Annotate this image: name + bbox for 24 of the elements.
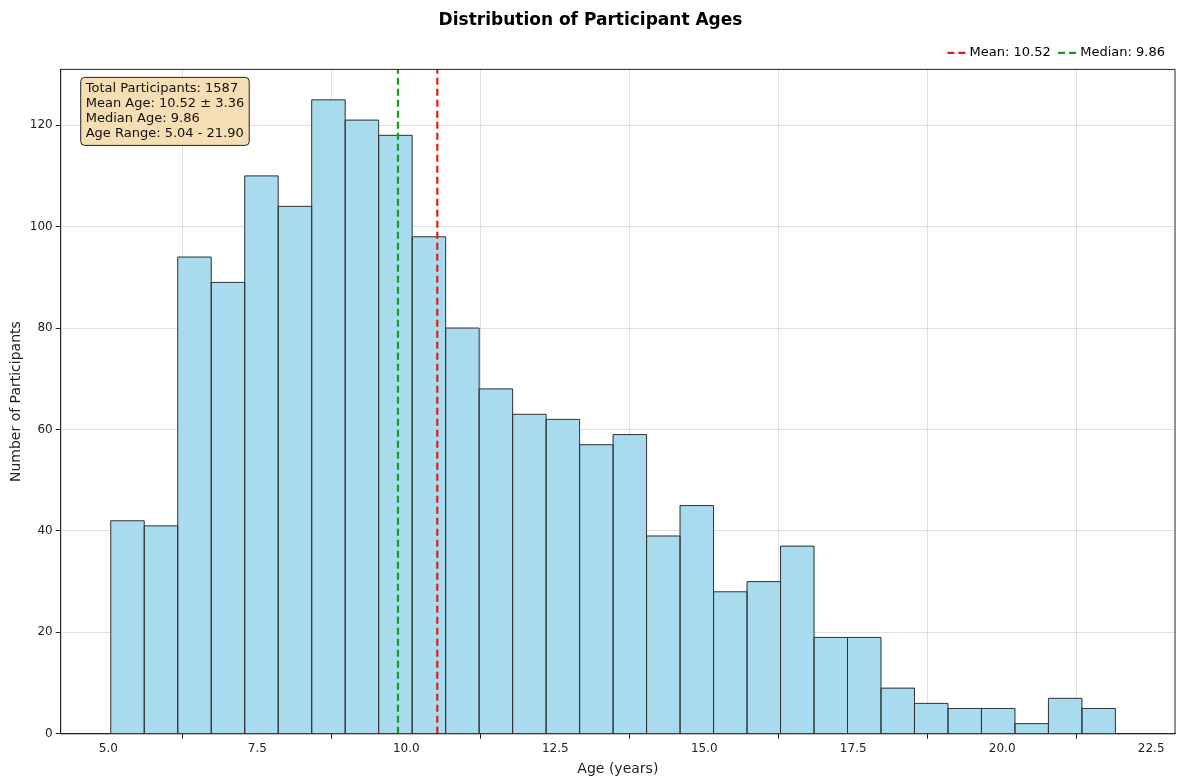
x-axis-title: Age (years) [577,760,659,777]
y-tick-label: 0 [45,725,53,740]
x-tick-label: 5.0 [98,741,118,756]
y-tick-label: 120 [29,117,53,132]
chart-title: Distribution of Participant Ages [438,8,743,29]
y-tick-label: 80 [37,320,53,335]
y-tick-label: 40 [37,523,53,538]
x-tick-label: 10.0 [392,741,420,756]
y-tick-label: 100 [29,218,53,233]
x-tick-label: 7.5 [247,741,267,756]
x-tick-label: 22.5 [1137,741,1165,756]
y-axis-title: Number of Participants [7,321,24,483]
annotation: Median Age: 9.86 [85,110,200,126]
x-tick-label: 12.5 [541,741,569,756]
y-tick-label: 60 [37,421,53,436]
x-tick-label: 20.0 [988,741,1016,756]
legend-label: Mean: 10.52 [969,44,1051,60]
y-tick-label: 20 [37,624,53,639]
annotation: Mean Age: 10.52 ± 3.36 [85,95,245,111]
annotation: Total Participants: 1587 [84,80,239,96]
legend-label: Median: 9.86 [1080,44,1166,60]
x-tick-label: 17.5 [839,741,867,756]
annotation: Age Range: 5.04 - 21.90 [85,125,244,141]
x-tick-label: 15.0 [690,741,718,756]
